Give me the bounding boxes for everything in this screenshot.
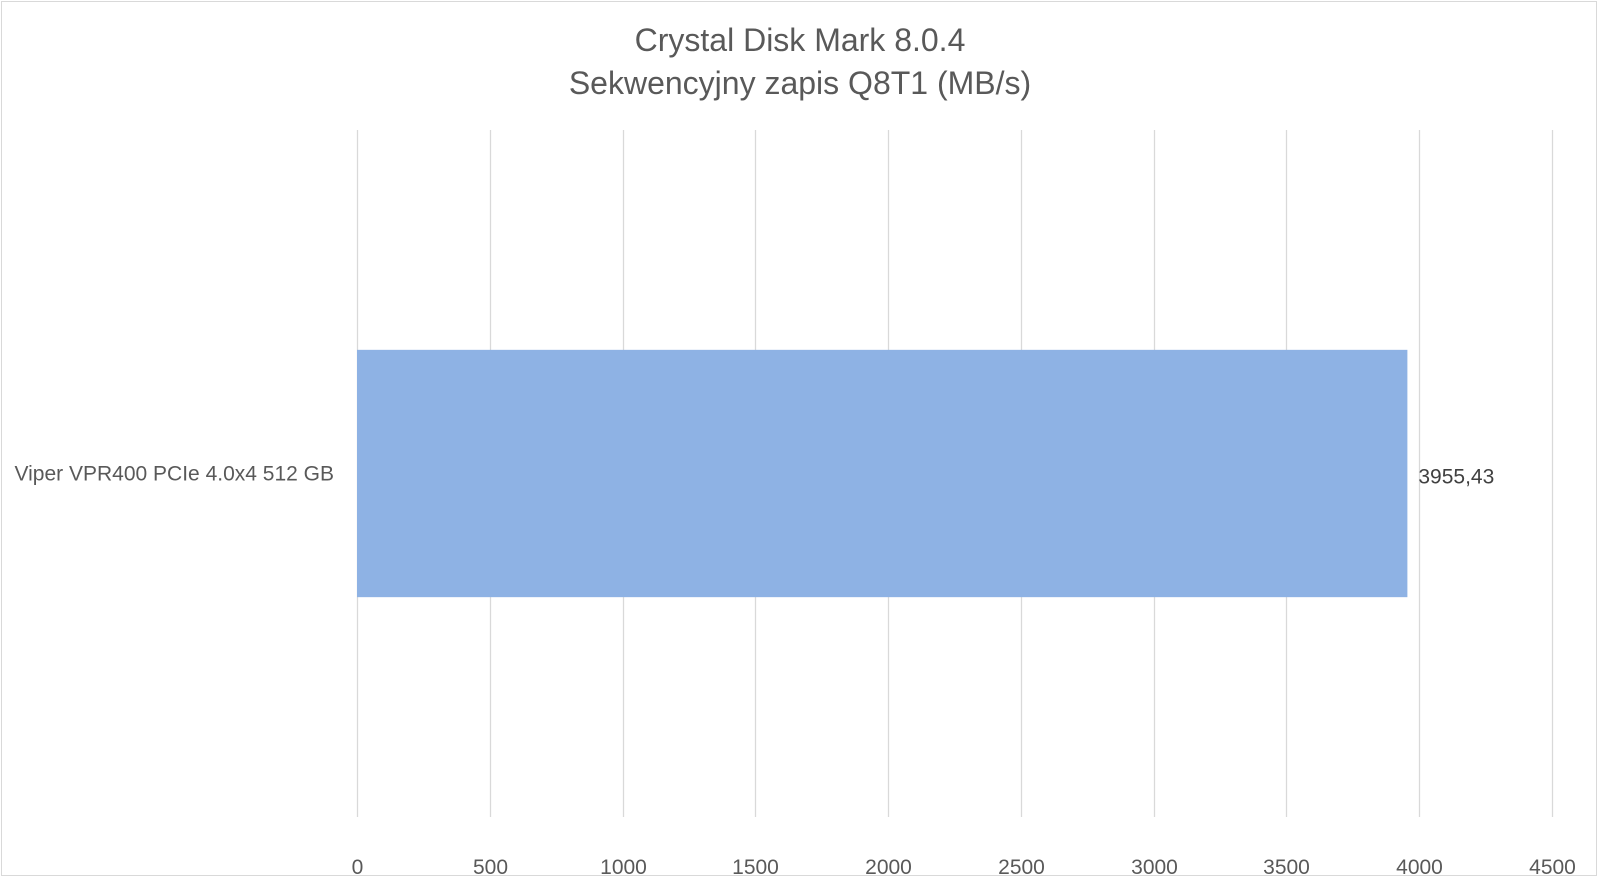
data-label-0: 3955,43 [1418,466,1494,489]
x-tick-label-3000: 3000 [1131,856,1178,879]
bar-0 [357,349,1408,598]
x-tick-label-2500: 2500 [998,856,1045,879]
category-label-0: Viper VPR400 PCIe 4.0x4 512 GB [15,463,334,486]
x-tick-label-2000: 2000 [865,856,912,879]
x-tick-label-0: 0 [352,856,364,879]
x-tick-label-1000: 1000 [600,856,647,879]
x-tick-label-3500: 3500 [1263,856,1310,879]
x-tick-label-500: 500 [473,856,508,879]
x-tick-label-4500: 4500 [1529,856,1576,879]
chart-subtitle: Sekwencyjny zapis Q8T1 (MB/s) [568,65,1032,101]
x-tick-label-4000: 4000 [1396,856,1443,879]
chart-title: Crystal Disk Mark 8.0.4 [634,22,966,58]
x-tick-label-1500: 1500 [732,856,779,879]
